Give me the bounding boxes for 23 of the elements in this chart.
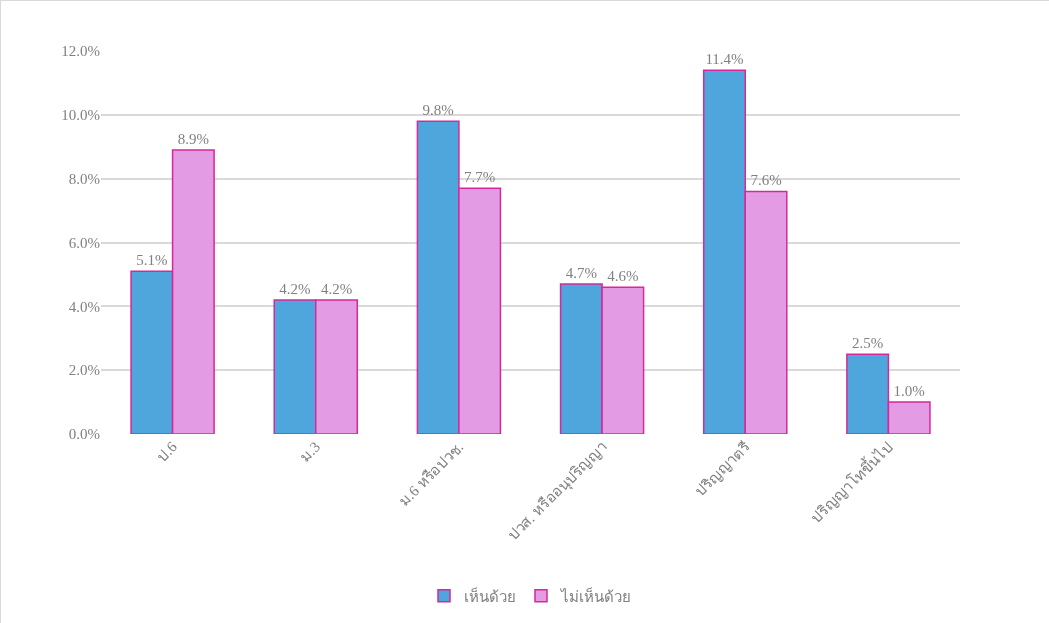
data-label: 11.4%: [705, 51, 744, 68]
y-tick-label: 12.0%: [61, 43, 100, 60]
y-tick-label: 2.0%: [68, 362, 100, 379]
y-tick-label: 0.0%: [68, 426, 100, 443]
x-tick-label: ม.3: [296, 438, 324, 465]
y-tick-label: 8.0%: [68, 170, 100, 187]
y-tick-label: 4.0%: [68, 298, 100, 315]
data-label: 1.0%: [893, 383, 925, 400]
data-label: 4.7%: [565, 264, 597, 281]
legend-label: เห็นด้วย: [464, 586, 516, 606]
data-label: 4.2%: [320, 280, 353, 297]
data-label: 4.2%: [279, 280, 311, 297]
y-tick-label: 6.0%: [68, 234, 100, 251]
data-label: 8.9%: [177, 130, 209, 147]
data-label: 7.6%: [750, 172, 782, 189]
y-tick-label: 10.0%: [61, 107, 100, 124]
data-label: 4.6%: [607, 268, 639, 285]
data-label: 7.7%: [464, 169, 496, 186]
legend-label: ไม่เห็นด้วย: [560, 586, 631, 606]
data-label: 5.1%: [136, 252, 168, 269]
x-tick-label: ป.6: [153, 438, 181, 465]
data-label: 2.5%: [852, 335, 884, 352]
data-label: 9.8%: [422, 102, 454, 119]
